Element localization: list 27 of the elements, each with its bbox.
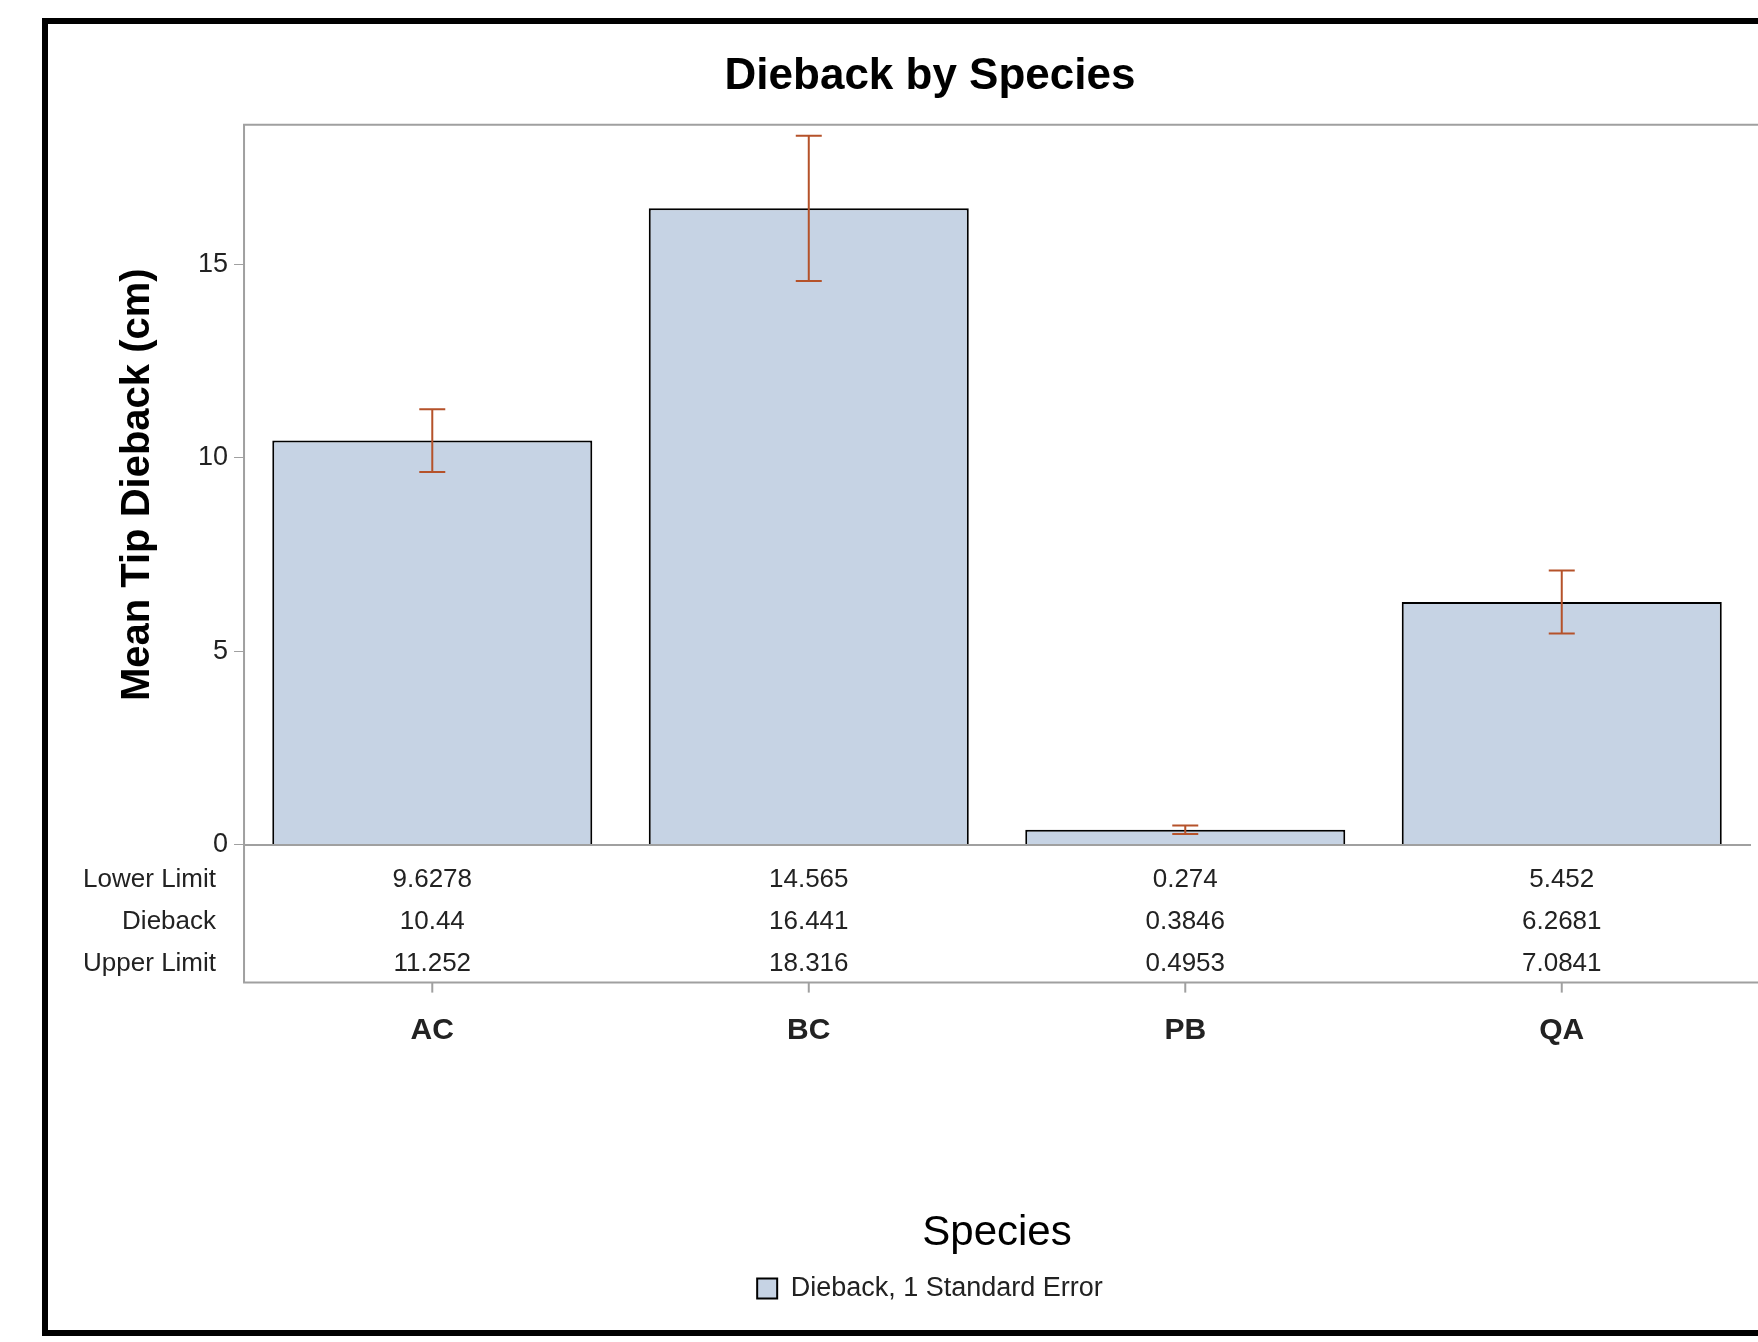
text: 0.274 bbox=[1152, 862, 1218, 893]
text: 5.452 bbox=[1529, 862, 1595, 893]
chart-title: Dieback by Species bbox=[724, 48, 1136, 98]
x-tick-label: PB bbox=[1164, 1011, 1207, 1045]
data-label: 10.44 bbox=[399, 904, 465, 935]
data-label: 6.2681 bbox=[1521, 904, 1602, 935]
text: 18.316 bbox=[769, 946, 849, 977]
x-axis-title: Species bbox=[922, 1207, 1072, 1255]
text: 9.6278 bbox=[392, 862, 473, 893]
text: 14.565 bbox=[769, 862, 849, 893]
text: Dieback bbox=[122, 904, 218, 935]
text: Lower Limit bbox=[83, 862, 217, 893]
text: 0.4953 bbox=[1145, 946, 1226, 977]
y-tick-label: 10 bbox=[197, 441, 229, 472]
x-tick-label: BC bbox=[787, 1011, 831, 1045]
text: Upper Limit bbox=[83, 946, 217, 977]
y-tick-label: 0 bbox=[213, 828, 229, 859]
data-label: 16.441 bbox=[769, 904, 849, 935]
data-label: 0.3846 bbox=[1145, 904, 1226, 935]
text: 11.252 bbox=[393, 946, 472, 977]
x-tick-label: AC bbox=[410, 1011, 454, 1045]
y-axis-title: Mean Tip Dieback (cm) bbox=[113, 268, 158, 702]
x-tick-label: QA bbox=[1539, 1011, 1585, 1045]
y-tick-label: 15 bbox=[197, 247, 229, 278]
y-tick-label: 5 bbox=[213, 634, 229, 665]
legend-label: Dieback, 1 Standard Error bbox=[790, 1271, 1103, 1302]
text: 7.0841 bbox=[1521, 946, 1602, 977]
